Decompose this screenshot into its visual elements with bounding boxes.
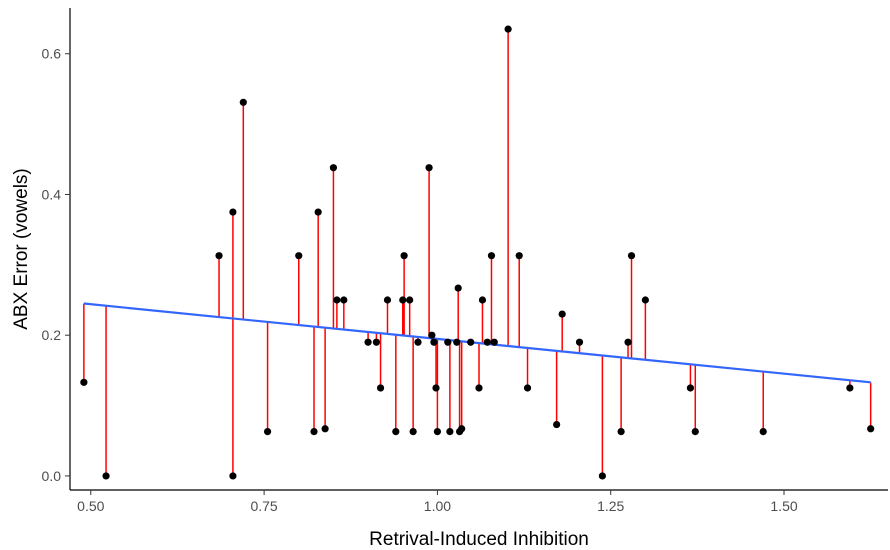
x-axis-title: Retrival-Induced Inhibition — [369, 529, 589, 550]
data-point — [215, 252, 223, 260]
data-point — [558, 310, 566, 318]
data-point — [475, 384, 483, 392]
data-point — [263, 428, 272, 436]
data-point — [295, 252, 303, 260]
x-tick-label: 1.00 — [424, 498, 451, 514]
y-tick-label: 0.0 — [42, 468, 62, 484]
regression-line — [83, 302, 871, 384]
residual-segments — [83, 29, 872, 476]
data-point — [624, 338, 632, 346]
data-point — [372, 338, 380, 346]
data-point — [467, 338, 475, 346]
y-axis-ticks: 0.0 0.2 0.4 0.6 — [42, 46, 70, 484]
data-point — [428, 331, 436, 339]
data-points — [80, 25, 875, 480]
data-point — [759, 428, 767, 436]
data-point — [641, 296, 649, 304]
data-point — [102, 472, 110, 480]
data-point — [425, 164, 433, 172]
y-tick-label: 0.4 — [42, 186, 62, 202]
data-point — [340, 296, 348, 304]
data-point — [310, 428, 318, 436]
data-point — [617, 428, 625, 436]
data-point — [333, 296, 341, 304]
data-point — [399, 296, 407, 304]
x-axis-ticks: 0.50 0.75 1.00 1.25 1.50 — [77, 490, 798, 514]
data-point — [80, 378, 88, 386]
data-point — [446, 428, 454, 436]
data-point — [454, 284, 462, 292]
y-tick-label: 0.2 — [42, 327, 62, 343]
data-point — [314, 208, 322, 216]
data-point — [239, 98, 247, 106]
data-point — [515, 252, 523, 260]
data-point — [383, 296, 392, 304]
x-tick-label: 0.50 — [77, 498, 104, 514]
y-tick-label: 0.6 — [42, 46, 62, 62]
data-point — [229, 208, 237, 216]
data-point — [575, 338, 584, 346]
data-point — [414, 338, 422, 346]
data-point — [329, 164, 338, 172]
data-point — [598, 472, 606, 480]
data-point — [523, 384, 532, 392]
data-point — [553, 420, 561, 429]
data-point — [867, 425, 875, 433]
data-point — [691, 428, 699, 436]
data-point — [487, 252, 496, 260]
data-point — [433, 428, 442, 436]
data-point — [686, 384, 695, 392]
data-point — [453, 338, 461, 346]
data-point — [406, 296, 414, 304]
data-point — [364, 338, 372, 346]
data-point — [627, 252, 636, 260]
data-point — [376, 384, 385, 392]
data-point — [483, 338, 491, 346]
x-tick-label: 1.50 — [770, 498, 797, 514]
x-tick-label: 0.75 — [250, 498, 277, 514]
data-point — [409, 428, 417, 436]
data-point — [430, 338, 438, 346]
data-point — [229, 472, 237, 480]
data-point — [400, 252, 408, 260]
data-point — [504, 25, 512, 33]
data-point — [392, 428, 400, 436]
data-point — [444, 338, 452, 346]
data-point — [478, 296, 487, 304]
fit-line — [83, 302, 871, 384]
y-axis-title: ABX Error (vowels) — [11, 168, 32, 330]
data-point — [432, 384, 440, 392]
data-point — [846, 384, 854, 392]
data-point — [321, 425, 329, 433]
data-point — [490, 338, 498, 346]
data-point — [458, 425, 466, 433]
x-tick-label: 1.25 — [597, 498, 624, 514]
